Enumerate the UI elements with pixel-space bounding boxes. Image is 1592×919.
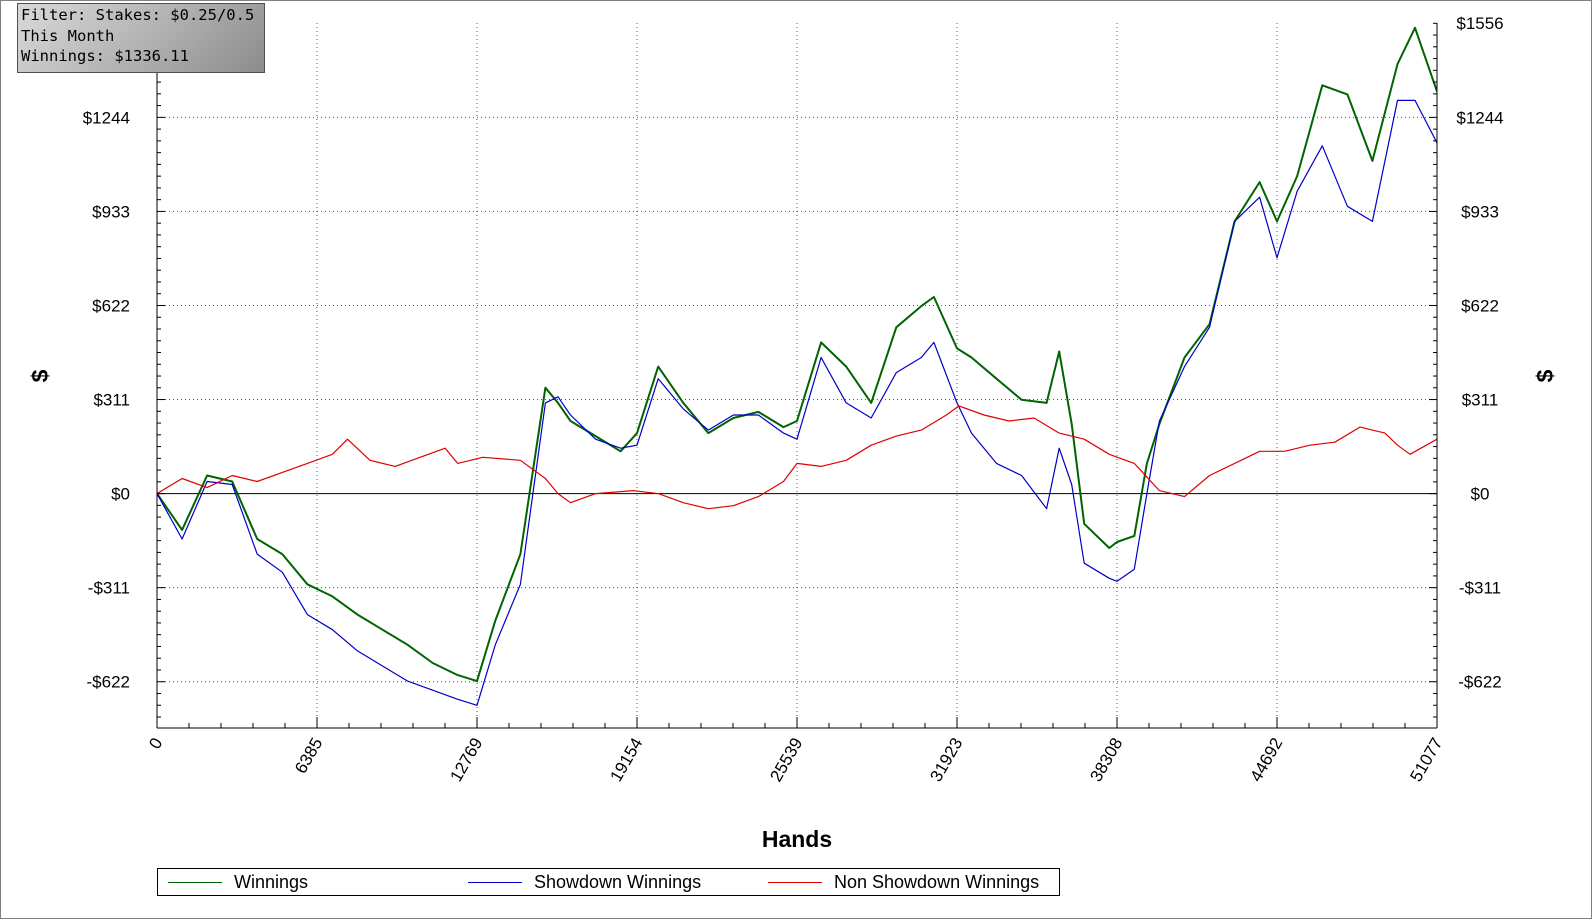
y-tick-label-right: -$622 — [1458, 673, 1501, 692]
y-tick-label-right: $1556 — [1456, 14, 1503, 33]
y-tick-label-left: $311 — [93, 391, 130, 410]
y-tick-label-left: -$622 — [87, 673, 130, 692]
y-tick-label-left: $0 — [111, 485, 130, 504]
x-tick-label: 25539 — [766, 735, 806, 785]
y-axis-title-right: $ — [1532, 369, 1558, 382]
y-axis-title-left: $ — [27, 369, 53, 382]
legend-swatch-non-showdown — [768, 881, 822, 883]
legend-label-showdown: Showdown Winnings — [534, 871, 702, 892]
x-tick-label: 38308 — [1086, 735, 1126, 785]
legend-item-winnings: Winnings — [168, 869, 308, 895]
x-tick-label: 19154 — [606, 735, 646, 785]
filter-period-text: This Month — [21, 26, 115, 45]
y-tick-label-right: $311 — [1462, 391, 1499, 410]
x-tick-label: 6385 — [291, 735, 326, 777]
legend-item-non-showdown: Non Showdown Winnings — [768, 869, 1039, 895]
x-tick-label: 44692 — [1246, 735, 1286, 785]
y-tick-label-left: $1244 — [83, 108, 130, 127]
x-tick-label: 0 — [145, 735, 166, 753]
x-tick-label: 12769 — [446, 735, 486, 785]
series-lines — [157, 26, 1437, 706]
filter-info-box: Filter: Stakes: $0.25/0.5 NL This Month … — [17, 3, 265, 73]
legend-label-winnings: Winnings — [234, 871, 309, 892]
legend-label-non-showdown: Non Showdown Winnings — [834, 871, 1040, 892]
y-tick-label-right: $933 — [1461, 202, 1499, 221]
legend-item-showdown: Showdown Winnings — [468, 869, 701, 895]
y-tick-label-right: -$311 — [1459, 579, 1501, 598]
y-tick-label-right: $1244 — [1456, 108, 1503, 127]
y-tick-label-left: $933 — [92, 202, 130, 221]
x-tick-label: 51077 — [1406, 735, 1446, 785]
grid — [157, 23, 1437, 728]
x-axis-title: Hands — [762, 826, 832, 852]
series-line-2 — [157, 405, 1437, 510]
y-tick-label-left: -$311 — [88, 579, 130, 598]
y-tick-label-right: $0 — [1471, 485, 1490, 504]
axes — [156, 22, 1438, 729]
filter-winnings-text: Winnings: $1336.11 — [21, 47, 189, 65]
legend: Winnings Showdown Winnings Non Showdown … — [157, 868, 1060, 896]
x-tick-label: 31923 — [926, 735, 966, 785]
y-tick-label-right: $622 — [1461, 296, 1499, 315]
y-tick-label-left: $622 — [92, 296, 130, 315]
series-line-1 — [157, 99, 1437, 706]
filter-stakes-text: Filter: Stakes: $0.25/0.5 NL — [21, 6, 265, 24]
legend-swatch-winnings — [168, 881, 222, 883]
legend-swatch-showdown — [468, 881, 522, 883]
